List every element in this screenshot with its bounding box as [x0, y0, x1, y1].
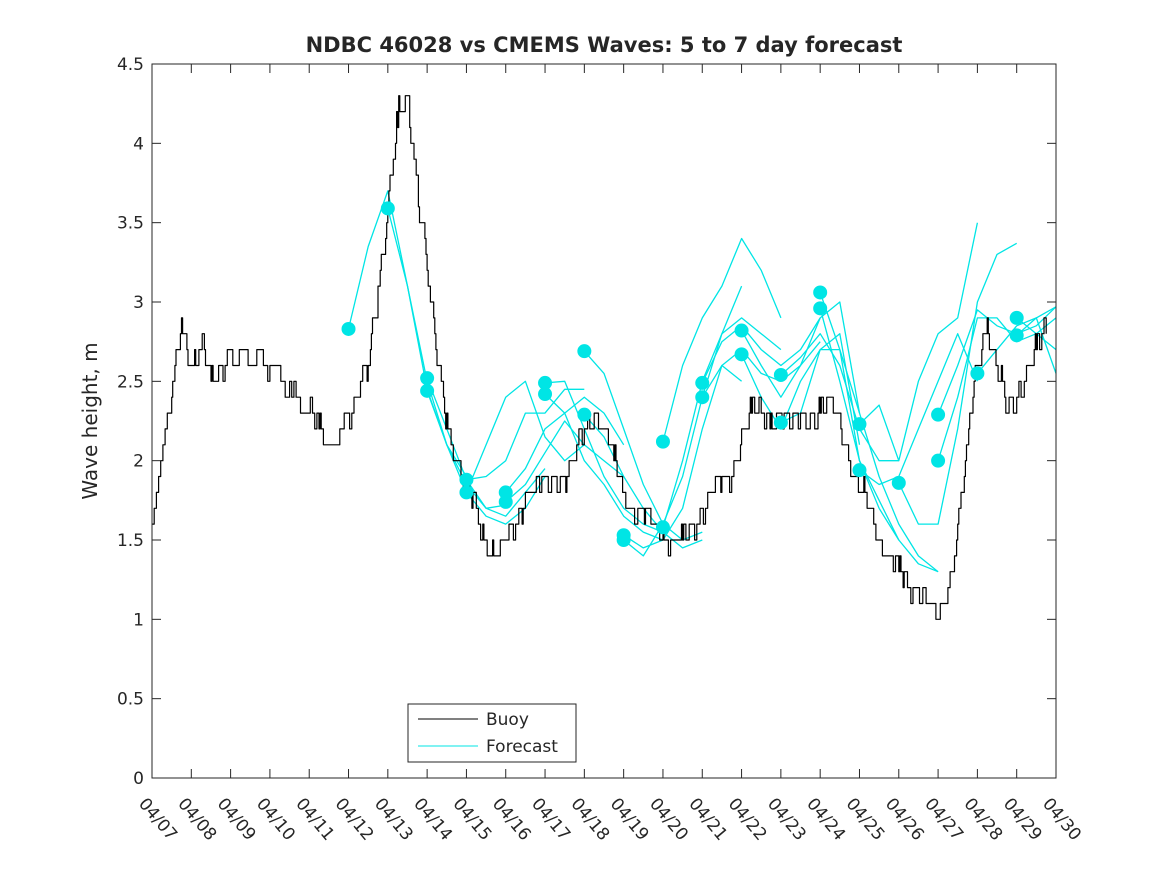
series-line-forecast-23 — [819, 292, 939, 573]
chart-title: NDBC 46028 vs CMEMS Waves: 5 to 7 day fo… — [306, 33, 903, 57]
forecast-marker-14 — [655, 434, 670, 449]
series-line-forecast-27 — [898, 242, 1018, 525]
forecast-marker-26 — [891, 475, 906, 490]
legend-label-forecast: Forecast — [486, 737, 558, 757]
forecast-marker-1 — [380, 201, 395, 216]
y-tick-label: 0.5 — [117, 690, 144, 710]
forecast-marker-9 — [538, 387, 553, 402]
y-tick-label: 0 — [133, 769, 144, 789]
buoy-line — [152, 95, 1047, 620]
axes — [151, 63, 1057, 779]
forecast-marker-13 — [616, 533, 631, 547]
series-line-forecast-25 — [859, 222, 979, 462]
plot-area — [152, 64, 1056, 778]
forecast-marker-19 — [734, 347, 749, 362]
y-axis-ticks: 0 0.5 1 1.5 2 2.5 3 3.5 4 4.5 — [117, 55, 1056, 789]
series-line-forecast-17 — [701, 317, 821, 384]
forecast-marker-4 — [459, 472, 474, 487]
forecast-marker-15 — [655, 520, 670, 535]
y-tick-label: 4.5 — [117, 55, 144, 75]
forecast-marker-2 — [420, 371, 435, 386]
axes-box — [151, 63, 1057, 779]
forecast-marker-20 — [773, 367, 788, 382]
forecast-marker-28 — [931, 453, 946, 468]
series-line-forecast-19 — [741, 301, 861, 414]
series-line-forecast-32 — [1016, 306, 1057, 336]
forecast-marker-25 — [852, 463, 867, 478]
series-line-forecast-15 — [662, 237, 782, 442]
series-line-forecast-8 — [505, 420, 625, 503]
forecast-marker-22 — [813, 285, 828, 300]
series-line-forecast-16 — [662, 317, 782, 528]
y-tick-label: 1.5 — [117, 531, 144, 551]
series-line-forecast-26 — [859, 333, 979, 486]
forecast-marker-29 — [970, 366, 985, 381]
forecast-marker-31 — [1009, 328, 1024, 343]
y-tick-label: 4 — [133, 134, 144, 154]
y-tick-label: 3.5 — [117, 214, 144, 234]
forecast-marker-23 — [813, 301, 828, 316]
legend-box — [407, 703, 577, 763]
y-tick-label: 2 — [133, 452, 144, 472]
series-line-forecast-10 — [544, 393, 664, 541]
y-tick-label: 2.5 — [117, 372, 144, 392]
forecast-marker-27 — [931, 407, 946, 422]
series-line-forecast-9 — [544, 380, 664, 533]
forecast-marker-5 — [459, 485, 474, 500]
forecast-markers — [341, 201, 1024, 547]
forecast-marker-18 — [734, 323, 749, 338]
forecast-marker-17 — [695, 390, 710, 405]
forecast-marker-0 — [341, 321, 356, 336]
series-line-forecast-5 — [466, 388, 585, 481]
legend-label-buoy: Buoy — [486, 710, 529, 730]
series-line-buoy — [152, 95, 1047, 620]
y-axis-label: Wave height, m — [78, 342, 102, 499]
y-tick-label: 3 — [133, 293, 144, 313]
forecast-marker-11 — [577, 407, 592, 422]
series-line-forecast-28 — [937, 306, 1057, 415]
forecast-marker-24 — [852, 417, 867, 432]
legend: Buoy Forecast — [407, 703, 577, 763]
forecast-marker-30 — [1009, 310, 1024, 325]
forecast-marker-16 — [695, 375, 710, 390]
y-tick-label: 1 — [133, 610, 144, 630]
forecast-marker-3 — [420, 383, 435, 398]
forecast-marker-21 — [773, 415, 788, 430]
series-line-forecast-30 — [976, 317, 1057, 374]
series-line-forecast-21 — [780, 333, 899, 462]
series-line-forecast-6 — [465, 380, 585, 493]
series-line-forecast-24 — [819, 308, 939, 573]
forecast-marker-10 — [577, 344, 592, 359]
forecast-marker-7 — [498, 494, 513, 509]
